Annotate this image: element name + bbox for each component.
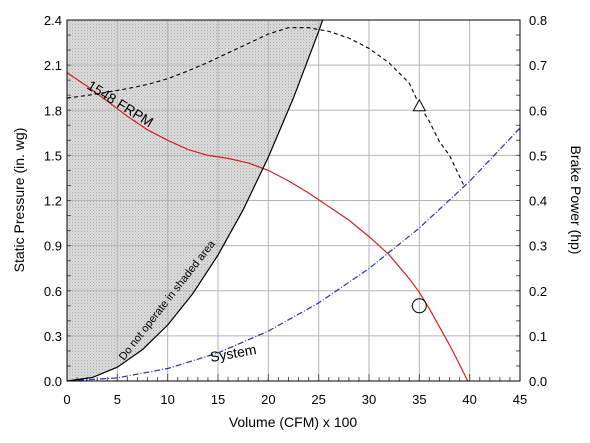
- x-tick-label: 5: [114, 392, 121, 407]
- x-tick-label: 20: [261, 392, 275, 407]
- system-curve: [67, 127, 520, 381]
- x-tick-label: 45: [513, 392, 527, 407]
- operating-point-markers: [411, 98, 427, 314]
- x-axis-title: Volume (CFM) x 100: [229, 414, 358, 430]
- y-tick-labels: 0.0 0.3 0.6 0.9 1.2 1.5 1.8 2.1 2.4: [44, 13, 62, 389]
- y2-tick-label: 0.3: [529, 239, 547, 254]
- x-tick-label: 35: [412, 392, 426, 407]
- 1548-frpm-curve: [67, 72, 469, 381]
- x-tick-label: 10: [160, 392, 174, 407]
- x-tick-label: 0: [63, 392, 70, 407]
- y-axis-title: Static Pressure (in. wg): [11, 128, 27, 273]
- y-tick-label: 0.0: [44, 374, 62, 389]
- y-tick-label: 0.6: [44, 284, 62, 299]
- y2-axis-title: Brake Power (hp): [568, 146, 584, 255]
- x-tick-label: 15: [211, 392, 225, 407]
- y-tick-label: 0.9: [44, 239, 62, 254]
- y2-tick-label: 0.8: [529, 13, 547, 28]
- plot-frame: [66, 19, 521, 382]
- y-tick-label: 1.5: [44, 148, 62, 163]
- y-tick-label: 2.4: [44, 13, 62, 28]
- do-not-operate-boundary-curve: [67, 20, 324, 381]
- brake-power-marker: [412, 98, 427, 112]
- y2-tick-label: 0.2: [529, 284, 547, 299]
- y-tick-label: 0.3: [44, 329, 62, 344]
- y2-tick-label: 0.6: [529, 103, 547, 118]
- operating-point-marker: [411, 298, 427, 314]
- y2-tick-label: 0.7: [529, 58, 547, 73]
- y-tick-label: 2.1: [44, 58, 62, 73]
- x-tick-label: 25: [311, 392, 325, 407]
- y2-tick-label: 0.1: [529, 329, 547, 344]
- y2-tick-label: 0.0: [529, 374, 547, 389]
- system-curve-label: System: [209, 341, 258, 365]
- y-tick-label: 1.2: [44, 194, 62, 209]
- y2-tick-label: 0.5: [529, 148, 547, 163]
- do-not-operate-shaded-area: [67, 20, 329, 381]
- y2-tick-labels: 0.0 0.1 0.2 0.3 0.4 0.5 0.6 0.7 0.8: [529, 13, 547, 389]
- y2-tick-label: 0.4: [529, 194, 547, 209]
- x-tick-label: 40: [462, 392, 476, 407]
- shaded-region: [67, 20, 329, 381]
- grid: [67, 20, 520, 381]
- x-tick-labels: 0 5 10 15 20 25 30 35 40 45: [63, 392, 527, 407]
- x-tick-label: 30: [362, 392, 376, 407]
- y-tick-label: 1.8: [44, 103, 62, 118]
